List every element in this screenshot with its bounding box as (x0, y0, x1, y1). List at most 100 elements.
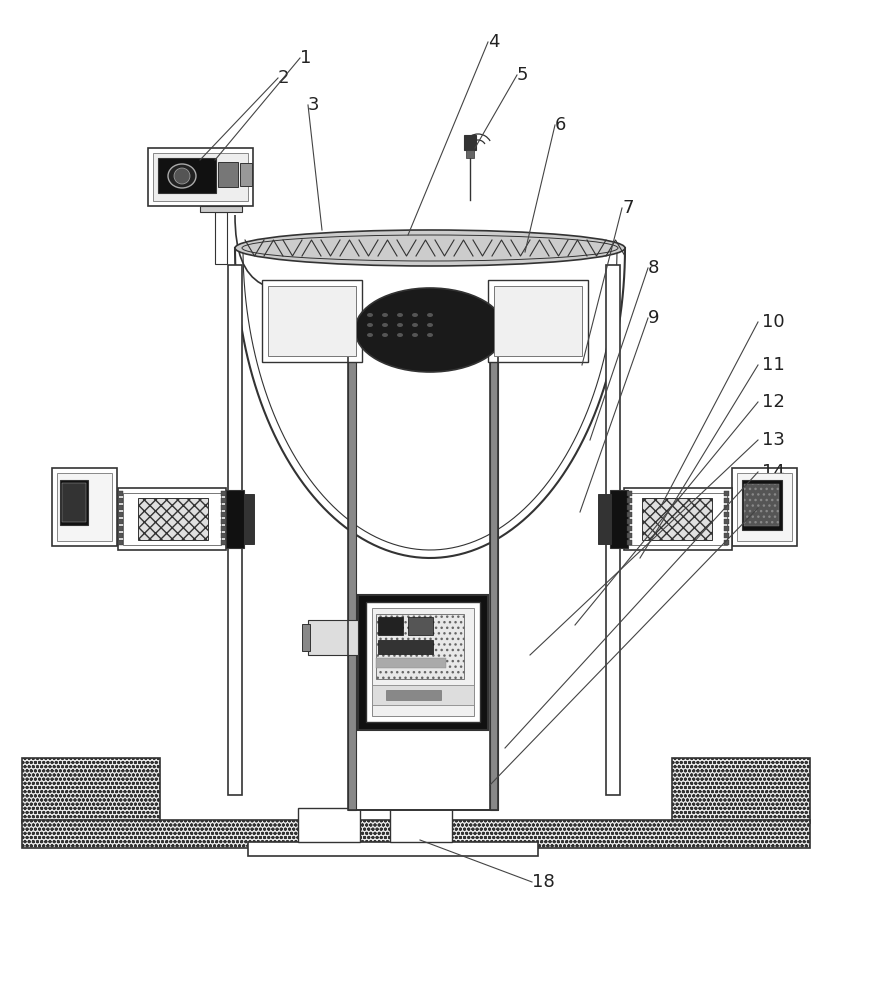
Bar (228, 265, 242, 795)
Bar (358, 595, 488, 730)
Bar (408, 617, 433, 635)
Bar (302, 624, 310, 651)
Bar (158, 158, 216, 193)
Bar (226, 490, 244, 548)
Bar (627, 505, 632, 510)
Text: 12: 12 (762, 393, 785, 411)
Bar (221, 540, 226, 545)
Bar (221, 533, 226, 538)
Bar (642, 498, 712, 540)
Bar (494, 286, 582, 356)
Bar (153, 153, 248, 201)
Bar (627, 519, 632, 524)
Bar (742, 480, 782, 530)
Bar (606, 265, 620, 795)
Bar (200, 206, 242, 212)
Bar (138, 498, 208, 540)
Bar (466, 150, 474, 158)
Text: 15: 15 (762, 499, 785, 517)
Bar (221, 505, 226, 510)
Bar (308, 620, 358, 655)
Text: 5: 5 (517, 66, 528, 84)
Text: 8: 8 (648, 259, 659, 277)
Text: 11: 11 (762, 356, 785, 374)
Bar (60, 480, 88, 525)
Ellipse shape (412, 313, 418, 317)
Text: 9: 9 (648, 309, 659, 327)
Bar (732, 468, 797, 546)
Bar (348, 330, 498, 810)
Text: 18: 18 (532, 873, 555, 891)
Bar (724, 540, 729, 545)
Bar (118, 540, 123, 545)
Bar (221, 519, 226, 524)
Bar (372, 685, 474, 705)
Ellipse shape (427, 333, 433, 337)
Bar (598, 494, 611, 544)
Bar (724, 491, 729, 496)
Text: 3: 3 (308, 96, 319, 114)
Bar (118, 488, 226, 550)
Bar (118, 505, 123, 510)
Bar (52, 468, 117, 546)
Bar (627, 526, 632, 531)
Bar (118, 512, 123, 517)
Text: 14: 14 (762, 463, 785, 481)
Ellipse shape (355, 288, 505, 372)
Bar (22, 758, 160, 823)
Bar (629, 493, 727, 545)
Ellipse shape (367, 323, 373, 327)
Ellipse shape (412, 333, 418, 337)
Bar (268, 286, 356, 356)
Bar (627, 498, 632, 503)
Bar (57, 473, 112, 541)
Text: 4: 4 (488, 33, 499, 51)
Bar (724, 505, 729, 510)
Bar (118, 498, 123, 503)
Bar (244, 494, 254, 544)
Bar (724, 533, 729, 538)
Bar (627, 512, 632, 517)
Text: 10: 10 (762, 313, 785, 331)
Bar (62, 483, 86, 522)
Bar (118, 519, 123, 524)
Ellipse shape (427, 313, 433, 317)
Bar (221, 512, 226, 517)
Ellipse shape (367, 313, 373, 317)
Ellipse shape (397, 333, 403, 337)
Bar (240, 163, 252, 186)
Bar (118, 533, 123, 538)
Bar (221, 498, 226, 503)
Bar (390, 808, 452, 842)
Bar (724, 512, 729, 517)
Bar (148, 148, 253, 206)
Ellipse shape (382, 333, 388, 337)
Bar (22, 820, 810, 848)
Text: 6: 6 (555, 116, 566, 134)
Ellipse shape (412, 323, 418, 327)
Bar (627, 540, 632, 545)
Bar (372, 608, 474, 716)
Bar (737, 473, 792, 541)
Ellipse shape (168, 164, 196, 188)
Bar (724, 498, 729, 503)
Text: 1: 1 (300, 49, 312, 67)
Ellipse shape (382, 323, 388, 327)
Text: 2: 2 (278, 69, 289, 87)
Ellipse shape (174, 168, 190, 184)
Bar (376, 658, 446, 668)
Bar (118, 491, 123, 496)
Bar (262, 280, 362, 362)
Bar (221, 491, 226, 496)
Bar (744, 484, 779, 526)
Bar (221, 526, 226, 531)
Bar (298, 808, 360, 842)
Bar (123, 493, 221, 545)
Bar (118, 526, 123, 531)
Bar (378, 640, 433, 654)
Ellipse shape (427, 323, 433, 327)
Bar (672, 758, 810, 823)
Bar (376, 614, 464, 679)
Bar (610, 490, 628, 548)
Bar (378, 617, 403, 635)
